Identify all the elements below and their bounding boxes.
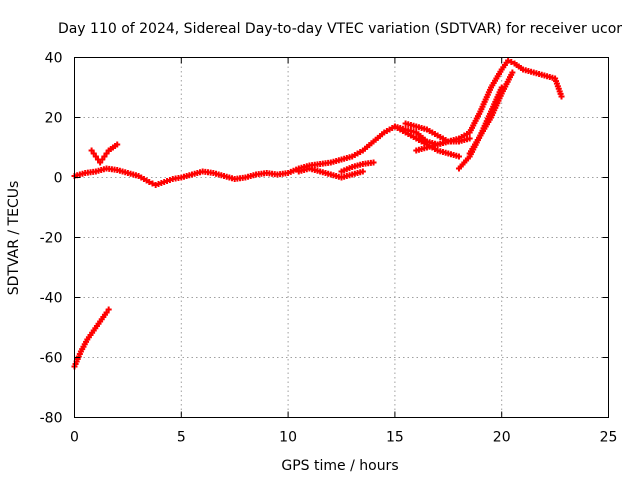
data-point: [558, 93, 565, 100]
y-tick-label: 0: [54, 171, 63, 187]
x-tick-label: 10: [279, 430, 297, 446]
x-tick-label: 5: [177, 430, 186, 446]
y-tick-label: -80: [40, 411, 63, 427]
x-tick-label: 0: [70, 430, 79, 446]
data-point: [509, 69, 516, 76]
data-point: [114, 141, 121, 148]
y-tick-label: -40: [40, 291, 63, 307]
y-tick-label: -20: [40, 231, 63, 247]
series-branch-a: [295, 165, 366, 181]
data-point: [146, 179, 153, 185]
data-point: [370, 159, 377, 166]
data-point: [105, 306, 112, 313]
grid: [74, 57, 609, 418]
x-axis-label: GPS time / hours: [281, 458, 398, 474]
y-tick-label: 20: [45, 111, 63, 127]
y-tick-label: 40: [45, 51, 63, 67]
series-spike: [88, 141, 121, 166]
series-branch-b: [338, 159, 377, 175]
series-branch-g: [466, 69, 516, 157]
data-points: [71, 57, 565, 370]
x-tick-label: 20: [493, 430, 511, 446]
y-axis-label: SDTVAR / TECUs: [6, 181, 22, 296]
axis-ticks: 0 5 10 15 20 25 -80 -60 -40 -20 0 20 40: [40, 51, 618, 446]
series-branch-e: [413, 135, 473, 154]
x-tick-label: 15: [386, 430, 404, 446]
data-point: [466, 135, 473, 142]
data-point: [505, 57, 512, 64]
chart-title: Day 110 of 2024, Sidereal Day-to-day VTE…: [58, 21, 622, 37]
data-point: [359, 168, 366, 175]
series-start-segment: [71, 306, 112, 370]
data-point: [455, 153, 462, 160]
data-point: [149, 180, 156, 187]
series-branch-d: [402, 120, 452, 145]
x-tick-label: 25: [600, 430, 618, 446]
data-point: [508, 59, 515, 65]
y-tick-label: -60: [40, 351, 63, 367]
